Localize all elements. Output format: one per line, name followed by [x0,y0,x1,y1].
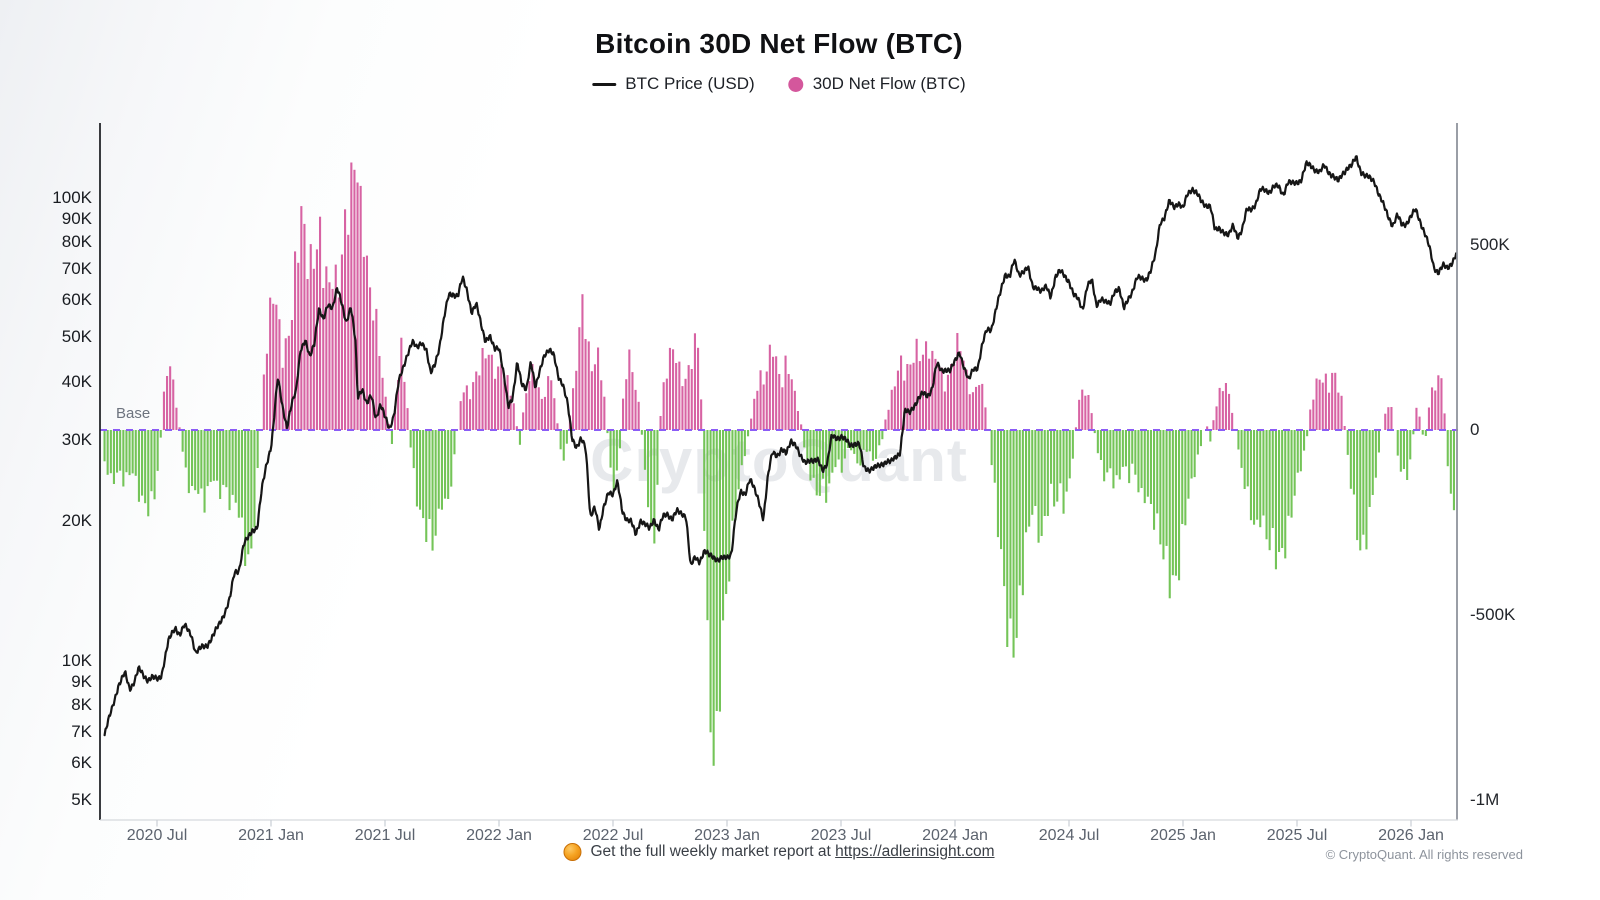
promo-footer: Get the full weekly market report at htt… [563,843,995,861]
orange-dot-icon [563,843,582,861]
page-title: Bitcoin 30D Net Flow (BTC) [595,28,963,59]
baseline-label: Base [116,405,151,422]
chart-header: Bitcoin 30D Net Flow (BTC) BTC Price (US… [592,28,966,94]
promo-prefix: Get the full weekly market report at [590,843,836,860]
btc-price-line [103,155,1458,737]
netflow-dot-swatch-icon [788,76,804,92]
legend: BTC Price (USD) 30D Net Flow (BTC) [592,74,966,94]
netflow-bars [103,162,1455,766]
legend-item-price[interactable]: BTC Price (USD) [592,74,755,94]
report-link[interactable]: https://adlerinsight.com [835,843,995,860]
legend-item-netflow[interactable]: 30D Net Flow (BTC) [788,74,966,94]
price-line-swatch-icon [592,82,617,86]
copyright-text: © CryptoQuant. All rights reserved [1325,847,1523,862]
legend-netflow-label: 30D Net Flow (BTC) [812,74,966,93]
promo-text: Get the full weekly market report at htt… [590,843,994,861]
legend-price-label: BTC Price (USD) [625,74,755,93]
cryptoquant-watermark: CryptoQuant [590,427,968,494]
